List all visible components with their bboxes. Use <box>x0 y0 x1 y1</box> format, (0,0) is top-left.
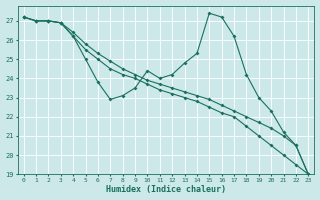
X-axis label: Humidex (Indice chaleur): Humidex (Indice chaleur) <box>106 185 226 194</box>
